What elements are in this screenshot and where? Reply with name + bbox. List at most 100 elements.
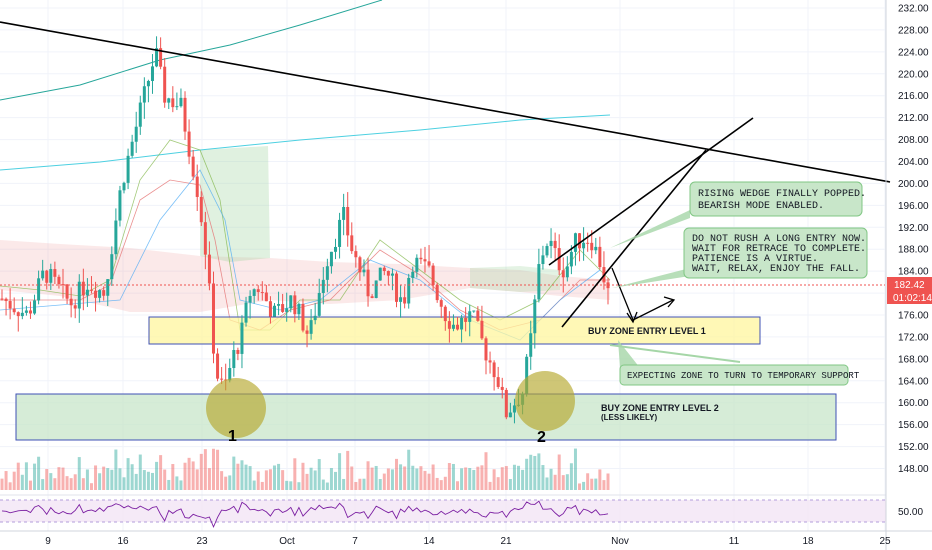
candle-body — [118, 190, 122, 221]
candle-body — [374, 280, 378, 299]
buy-zone-level-2 — [15, 393, 837, 441]
candle-body — [370, 296, 374, 299]
candle-body — [81, 281, 85, 296]
candle-body — [73, 305, 77, 309]
candle-body — [264, 292, 268, 302]
candle-body — [179, 97, 183, 107]
candle-body — [533, 299, 537, 334]
volume-bar — [407, 449, 411, 490]
volume-bar — [77, 457, 81, 490]
volume-bar — [301, 462, 305, 490]
candle-body — [167, 98, 171, 103]
volume-bar — [98, 473, 102, 490]
candle-body — [321, 279, 325, 293]
volume-bar — [224, 476, 228, 490]
candle-body — [57, 276, 61, 285]
volume-bar — [582, 481, 586, 490]
volume-bar — [370, 467, 374, 490]
volume-bar — [334, 471, 338, 490]
candle-body — [24, 310, 28, 313]
time-tick-label: 14 — [423, 536, 435, 547]
candle-body — [77, 281, 81, 309]
volume-bar — [460, 468, 464, 490]
volume-bar — [272, 465, 276, 490]
candle-body — [403, 297, 407, 304]
candle-body — [573, 233, 577, 252]
candle-body — [207, 254, 211, 284]
cloud-bearish — [0, 240, 610, 312]
support-callout-text: EXPECTING ZONE TO TURN TO TEMPORARY SUPP… — [627, 371, 860, 381]
volume-bar — [305, 473, 309, 490]
volume-bar — [94, 465, 98, 490]
candle-body — [378, 267, 382, 281]
volume-bar — [150, 472, 154, 490]
entry-callout-box — [683, 227, 868, 279]
volume-bar — [594, 478, 598, 490]
volume-bar — [240, 460, 244, 490]
volume-bar — [248, 466, 252, 490]
volume-bar — [358, 478, 362, 490]
candle-body — [504, 389, 508, 418]
volume-bar — [256, 471, 260, 490]
volume-bar — [573, 448, 577, 490]
candle-body — [216, 353, 220, 379]
volume-bar — [415, 468, 419, 490]
candle-body — [451, 324, 455, 329]
candle-body — [423, 259, 427, 262]
volume-bar — [134, 473, 138, 490]
projection-arrow — [611, 267, 674, 321]
candle-body — [317, 292, 321, 316]
candle-body — [85, 289, 89, 296]
volume-bar — [472, 469, 476, 490]
chart-grid — [0, 0, 886, 531]
volume-bar — [130, 464, 134, 490]
volume-bar — [106, 468, 110, 490]
volume-bar — [565, 474, 569, 490]
time-tick-label: 11 — [729, 536, 740, 547]
price-tick-label: 208.00 — [898, 135, 929, 146]
candle-body — [4, 298, 8, 302]
candle-body — [390, 273, 394, 276]
candle-body — [199, 196, 203, 223]
candle-body — [146, 80, 150, 87]
cloud-bullish-2 — [470, 266, 560, 292]
volume-bar — [590, 478, 594, 490]
candle-body — [33, 300, 37, 314]
candle-body — [268, 301, 272, 317]
volume-bar — [403, 466, 407, 490]
candle-body — [65, 284, 69, 299]
candle-body — [272, 305, 276, 317]
volume-bar — [81, 478, 85, 490]
candle-body — [289, 295, 293, 309]
candle-body — [525, 356, 529, 394]
volume-bar — [586, 473, 590, 490]
volume-bar — [346, 450, 350, 490]
candle-body — [586, 242, 590, 244]
volume-bar — [0, 478, 4, 490]
volume-bar — [317, 459, 321, 490]
countdown-tag[interactable] — [887, 291, 932, 304]
candle-body — [301, 303, 305, 331]
volume-bar — [191, 461, 195, 490]
volume-bar — [8, 482, 12, 490]
price-tick-label: 216.00 — [898, 91, 929, 102]
volume-bar — [443, 476, 447, 490]
volume-bar — [382, 473, 386, 490]
price-tick-label: 172.00 — [898, 332, 929, 343]
volume-bar — [533, 455, 537, 490]
volume-bar — [118, 468, 122, 490]
candle-body — [419, 257, 423, 260]
price-tick-label: 232.00 — [898, 4, 929, 15]
candle-body — [16, 312, 20, 317]
rsi-line — [1, 500, 609, 529]
candle-body — [313, 315, 317, 321]
countdown-value: 01:02:14 — [893, 293, 932, 304]
last-price-tag[interactable] — [887, 277, 932, 291]
time-tick-label: 25 — [879, 536, 891, 547]
entry-callout-line-2: WAIT FOR RETRACE TO COMPLETE. — [692, 244, 866, 255]
bottom-marker-circle-2 — [515, 371, 575, 431]
volume-bar — [338, 453, 342, 490]
volume-bar — [281, 470, 285, 490]
candle-body — [598, 246, 602, 268]
candle-body — [41, 270, 45, 279]
